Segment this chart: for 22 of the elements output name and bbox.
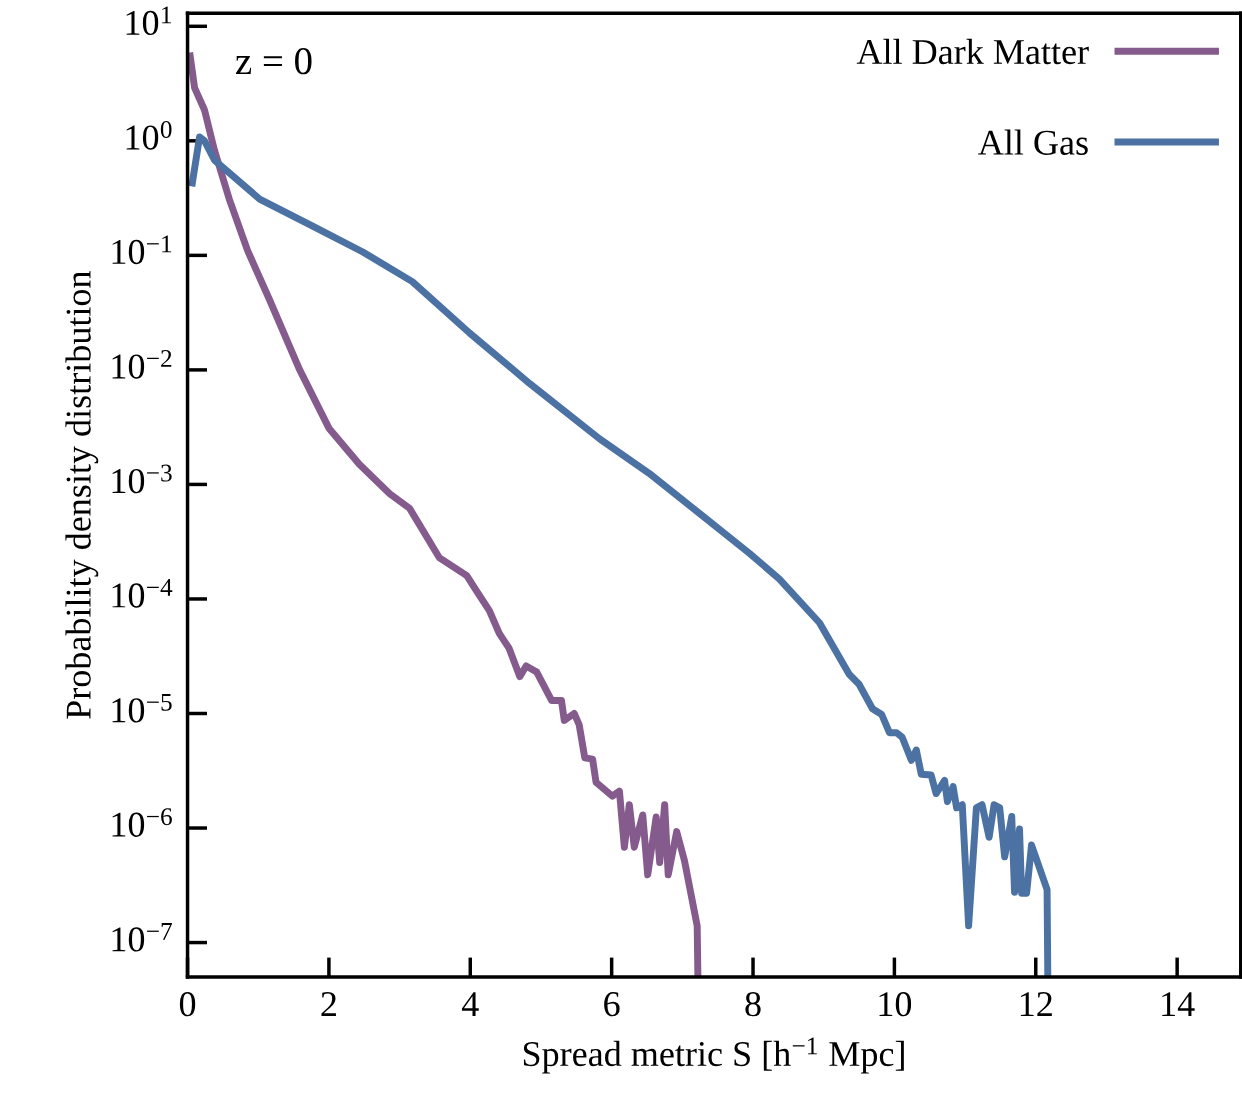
y-tick-label: 10$^{1}$ [126, 6, 171, 36]
y-tick-label: 10$^{−6}$ [112, 808, 172, 837]
legend-label: All Gas [978, 129, 1088, 155]
y-tick-label: 10$^{−2}$ [112, 350, 172, 379]
y-axis-title: Probability density distribution [65, 271, 99, 719]
x-axis-title: Spread metric S [h$^{−1}$ Mpc] [523, 1037, 904, 1074]
y-tick-label: 10$^{−1}$ [112, 235, 172, 265]
legend-label: All Dark Matter [856, 38, 1089, 65]
y-tick-label: 10$^{0}$ [126, 120, 172, 150]
y-tick-label: 10$^{−5}$ [112, 694, 172, 723]
y-tick-label: 10$^{−3}$ [112, 464, 172, 494]
x-tick-label: 8 [745, 991, 761, 1017]
x-tick-label: 2 [321, 992, 336, 1016]
y-tick-label: 10$^{−4}$ [112, 579, 173, 608]
y-tick-label: 10$^{−7}$ [112, 923, 172, 952]
x-tick-label: 4 [461, 992, 479, 1016]
x-tick-label: 10 [879, 991, 912, 1017]
x-tick-label: 12 [1020, 992, 1052, 1016]
x-tick-label: 14 [1162, 992, 1195, 1016]
x-tick-label: 0 [179, 991, 196, 1017]
annotation: z = 0 [235, 48, 312, 75]
x-tick-label: 6 [604, 992, 620, 1017]
